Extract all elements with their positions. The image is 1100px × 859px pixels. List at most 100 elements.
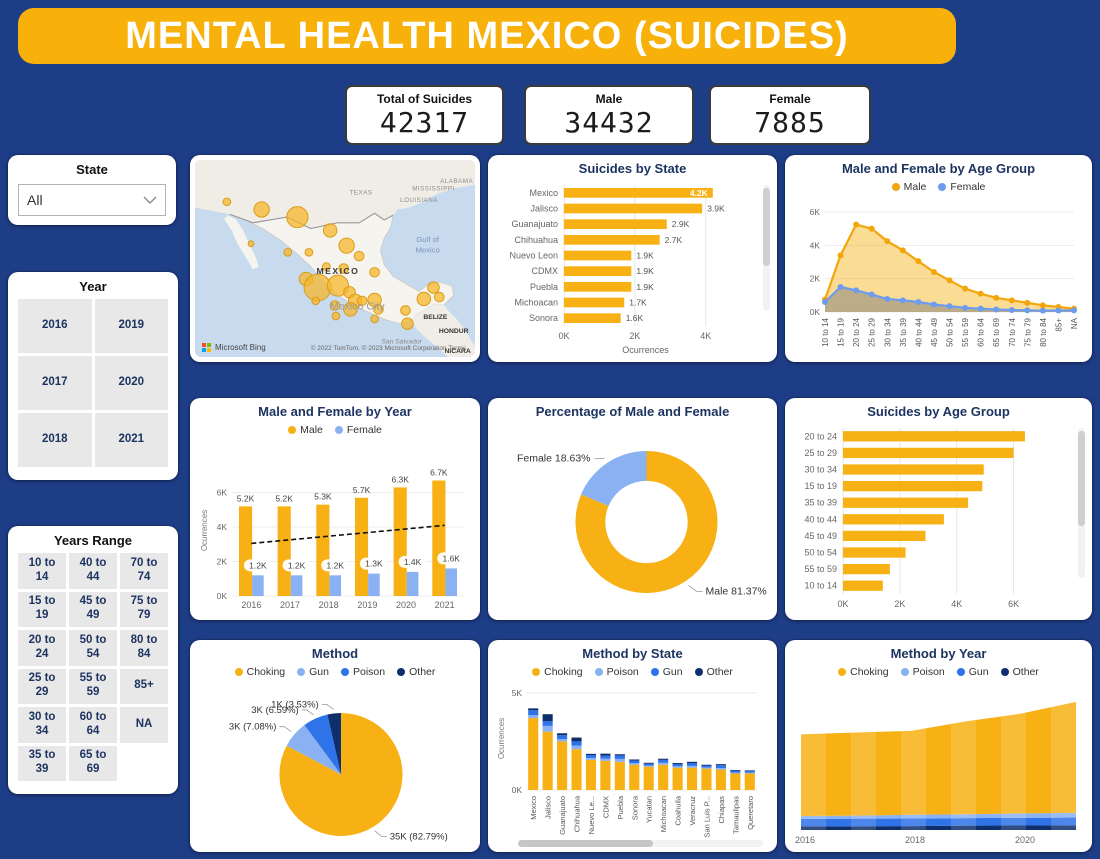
- vertical-scrollbar[interactable]: [763, 185, 770, 311]
- years-range-button-85+[interactable]: 85+: [120, 668, 168, 704]
- svg-text:NA: NA: [1070, 317, 1079, 329]
- year-button-2021[interactable]: 2021: [94, 413, 168, 467]
- legend-item-gun[interactable]: Gun: [956, 666, 989, 678]
- chart-title: Method by Year: [890, 646, 987, 661]
- svg-text:Nuevo Le...: Nuevo Le...: [587, 796, 596, 834]
- svg-text:2K: 2K: [810, 274, 821, 284]
- legend-item-female[interactable]: Female: [938, 181, 985, 193]
- svg-text:2018: 2018: [905, 835, 925, 845]
- legend-item-poison[interactable]: Poison: [900, 666, 945, 678]
- years-range-button-55-to-59[interactable]: 55 to 59: [69, 668, 117, 704]
- legend-item-female[interactable]: Female: [334, 424, 382, 436]
- svg-text:CDMX: CDMX: [532, 266, 559, 276]
- method-by-year-chart[interactable]: 2016 2018 2020: [793, 679, 1084, 846]
- male-female-by-age-group-chart[interactable]: 0K 2K 4K 6K 10 to 14 15 to 19 20 to 24 25 to 29…: [793, 194, 1084, 356]
- chart-legend: Male Female: [198, 422, 472, 437]
- svg-text:60 to 64: 60 to 64: [977, 317, 986, 346]
- svg-text:TEXAS: TEXAS: [350, 189, 373, 196]
- legend-item-gun[interactable]: Gun: [650, 666, 683, 678]
- years-range-button-50-to-54[interactable]: 50 to 54: [69, 630, 117, 666]
- svg-text:2016: 2016: [795, 835, 815, 845]
- years-range-button-75-to-79[interactable]: 75 to 79: [120, 591, 168, 627]
- legend-item-choking[interactable]: Choking: [532, 666, 583, 678]
- svg-text:1.9K: 1.9K: [636, 266, 654, 276]
- year-button-2018[interactable]: 2018: [18, 413, 92, 467]
- svg-text:5.2K: 5.2K: [275, 493, 293, 503]
- years-range-button-80-to-84[interactable]: 80 to 84: [120, 630, 168, 666]
- years-range-button-10-to-14[interactable]: 10 to 14: [18, 553, 66, 589]
- legend-item-other[interactable]: Other: [397, 666, 435, 678]
- years-range-button-25-to-29[interactable]: 25 to 29: [18, 668, 66, 704]
- svg-text:6K: 6K: [1008, 599, 1019, 609]
- map-data-bubbles[interactable]: [222, 197, 445, 330]
- svg-text:San Salvador: San Salvador: [381, 339, 422, 346]
- method-by-state-chart[interactable]: 0K 5K Mexico Jalisco Guanajuato Chihuahua Nuev…: [496, 679, 769, 846]
- legend-item-choking[interactable]: Choking: [234, 666, 285, 678]
- legend-item-other[interactable]: Other: [694, 666, 733, 678]
- years-range-button-30-to-34[interactable]: 30 to 34: [18, 707, 66, 743]
- legend-item-choking[interactable]: Choking: [838, 666, 889, 678]
- svg-text:6K: 6K: [810, 207, 821, 217]
- svg-text:0K: 0K: [810, 307, 821, 317]
- svg-text:2020: 2020: [396, 600, 416, 610]
- svg-text:2017: 2017: [280, 600, 300, 610]
- svg-text:4K: 4K: [217, 522, 228, 532]
- method-pie-chart[interactable]: 35K (82.79%) 3K (7.08%) 3K (6.59%)1K (3.53…: [198, 679, 472, 846]
- svg-text:4K: 4K: [951, 599, 962, 609]
- kpi-label: Total of Suicides: [376, 91, 473, 106]
- years-range-button-65-to-69[interactable]: 65 to 69: [69, 745, 117, 781]
- svg-text:Gulf of: Gulf of: [416, 235, 440, 244]
- suicides-by-age-group-chart[interactable]: 0K 2K 4K 6K 20 to 24 25 to 29 30 to 34 15 to 19…: [793, 422, 1084, 614]
- kpi-value: 7885: [754, 105, 826, 139]
- years-range-button-40-to-44[interactable]: 40 to 44: [69, 553, 117, 589]
- percentage-male-female-donut[interactable]: Male 81.37% Female 18.63%: [496, 422, 769, 614]
- map-us-mexico-border: [229, 212, 394, 230]
- svg-text:1.6K: 1.6K: [626, 313, 644, 323]
- svg-text:Jalisco: Jalisco: [544, 796, 553, 819]
- chart-legend: Choking Gun Poison Other: [198, 664, 472, 679]
- svg-text:70 to 74: 70 to 74: [1008, 317, 1017, 346]
- legend-item-gun[interactable]: Gun: [297, 666, 329, 678]
- svg-text:50 to 54: 50 to 54: [946, 317, 955, 346]
- year-button-2020[interactable]: 2020: [94, 356, 168, 410]
- svg-text:10 to 14: 10 to 14: [804, 581, 837, 591]
- svg-text:1.9K: 1.9K: [636, 251, 654, 261]
- svg-text:55 to 59: 55 to 59: [804, 564, 837, 574]
- svg-text:5K: 5K: [512, 688, 523, 698]
- state-dropdown[interactable]: All: [18, 184, 166, 216]
- years-range-button-na[interactable]: NA: [120, 707, 168, 743]
- suicides-by-state-chart[interactable]: 0K 2K 4K Mexico 4.2K Jalisco 3.9K Guanajuato 2.9…: [496, 179, 769, 356]
- years-range-button-60-to-64[interactable]: 60 to 64: [69, 707, 117, 743]
- svg-text:1.3K: 1.3K: [365, 559, 383, 569]
- svg-text:ALABAMA: ALABAMA: [440, 178, 473, 185]
- male-female-by-year-chart[interactable]: 0K 2K 4K 6K 5.2K 1.2K 2016 5.2K 1.2K 2017 5.3K 1.2K…: [198, 437, 472, 614]
- kpi-female: Female 7885: [709, 85, 871, 145]
- svg-text:HONDUR: HONDUR: [439, 328, 469, 335]
- svg-text:Veracruz: Veracruz: [688, 796, 697, 826]
- years-range-button-45-to-49[interactable]: 45 to 49: [69, 591, 117, 627]
- year-button-2019[interactable]: 2019: [94, 299, 168, 353]
- legend-item-male[interactable]: Male: [891, 181, 926, 193]
- year-button-2017[interactable]: 2017: [18, 356, 92, 410]
- year-button-2016[interactable]: 2016: [18, 299, 92, 353]
- legend-item-poison[interactable]: Poison: [594, 666, 639, 678]
- legend-item-poison[interactable]: Poison: [341, 666, 385, 678]
- svg-text:3K (7.08%): 3K (7.08%): [229, 722, 277, 733]
- years-range-button-20-to-24[interactable]: 20 to 24: [18, 630, 66, 666]
- legend-item-male[interactable]: Male: [288, 424, 323, 436]
- vertical-scrollbar[interactable]: [1078, 428, 1085, 578]
- years-range-button-70-to-74[interactable]: 70 to 74: [120, 553, 168, 589]
- svg-text:2K: 2K: [629, 331, 640, 341]
- years-range-button-15-to-19[interactable]: 15 to 19: [18, 591, 66, 627]
- svg-text:6.7K: 6.7K: [430, 468, 448, 478]
- svg-text:2019: 2019: [357, 600, 377, 610]
- svg-text:0K: 0K: [217, 591, 228, 601]
- legend-item-other[interactable]: Other: [1000, 666, 1039, 678]
- years-range-button-35-to-39[interactable]: 35 to 39: [18, 745, 66, 781]
- horizontal-scrollbar[interactable]: [518, 840, 763, 847]
- svg-text:30 to 34: 30 to 34: [883, 317, 892, 346]
- map-provider[interactable]: Microsoft Bing: [202, 343, 266, 352]
- years-range-button-grid: 10 to 14 40 to 44 70 to 74 15 to 19 45 to 49…: [8, 553, 178, 791]
